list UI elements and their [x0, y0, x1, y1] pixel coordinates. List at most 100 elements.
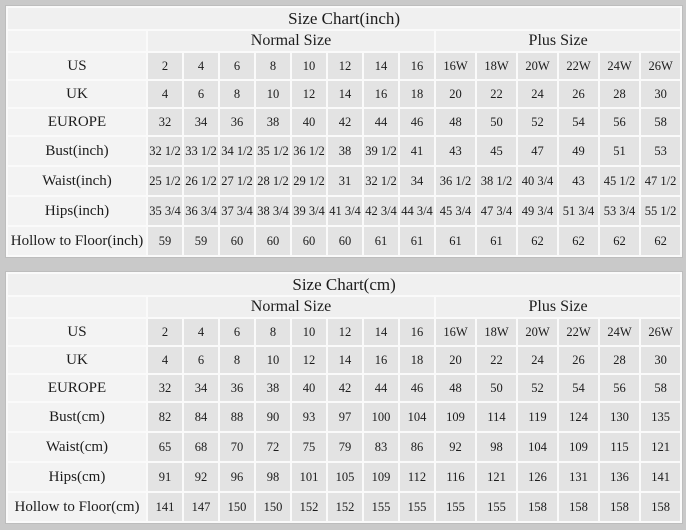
size-cell: 50 [477, 375, 516, 401]
corner-cell [8, 297, 146, 317]
size-cell: 20 [436, 347, 475, 373]
size-cell: 25 1/2 [148, 167, 182, 195]
size-cell: 61 [364, 227, 398, 255]
row-label: US [8, 53, 146, 79]
size-cell: 16 [364, 81, 398, 107]
size-cell: 14 [328, 81, 362, 107]
size-cell: 152 [328, 493, 362, 521]
row-label: Hips(inch) [8, 197, 146, 225]
size-cell: 8 [256, 319, 290, 345]
size-cell: 34 [184, 109, 218, 135]
size-cell: 150 [256, 493, 290, 521]
table-row: Waist(inch) 25 1/2 26 1/2 27 1/2 28 1/2 29 1/… [8, 167, 681, 195]
size-cell: 10 [292, 319, 326, 345]
size-cell: 116 [436, 463, 475, 491]
size-cell: 16W [436, 53, 475, 79]
size-cell: 105 [328, 463, 362, 491]
size-cell: 104 [518, 433, 557, 461]
size-cell: 4 [184, 53, 218, 79]
size-cell: 52 [518, 109, 557, 135]
row-label: Waist(cm) [8, 433, 146, 461]
size-cell: 135 [641, 403, 681, 431]
size-cell: 42 [328, 375, 362, 401]
size-chart-cm-section: Size Chart(cm) Normal Size Plus Size US 2 4 6 8… [5, 271, 684, 524]
size-cell: 14 [364, 53, 398, 79]
size-cell: 18 [400, 347, 434, 373]
size-cell: 18W [477, 319, 516, 345]
size-cell: 41 3/4 [328, 197, 362, 225]
size-cell: 44 [364, 375, 398, 401]
size-cell: 6 [220, 319, 254, 345]
size-cell: 32 [148, 109, 182, 135]
size-cell: 55 1/2 [641, 197, 681, 225]
size-cell: 34 [184, 375, 218, 401]
column-group-header: Plus Size [436, 297, 681, 317]
size-cell: 49 [559, 137, 598, 165]
size-cell: 40 3/4 [518, 167, 557, 195]
size-cell: 2 [148, 319, 182, 345]
size-cell: 2 [148, 53, 182, 79]
size-cell: 61 [436, 227, 475, 255]
size-cell: 6 [220, 53, 254, 79]
size-cell: 84 [184, 403, 218, 431]
size-cell: 79 [328, 433, 362, 461]
size-cell: 121 [641, 433, 681, 461]
size-cell: 12 [292, 347, 326, 373]
row-label: Bust(inch) [8, 137, 146, 165]
size-cell: 91 [148, 463, 182, 491]
size-cell: 8 [220, 81, 254, 107]
size-cell: 29 1/2 [292, 167, 326, 195]
size-cell: 121 [477, 463, 516, 491]
size-cell: 62 [518, 227, 557, 255]
size-cell: 36 [220, 375, 254, 401]
size-cell: 52 [518, 375, 557, 401]
size-cell: 104 [400, 403, 434, 431]
size-cell: 61 [477, 227, 516, 255]
size-cell: 30 [641, 81, 681, 107]
size-cell: 6 [184, 81, 218, 107]
size-cell: 58 [641, 375, 681, 401]
size-cell: 28 [600, 81, 639, 107]
size-cell: 72 [256, 433, 290, 461]
size-cell: 54 [559, 375, 598, 401]
size-cell: 35 3/4 [148, 197, 182, 225]
table-title: Size Chart(cm) [8, 274, 681, 295]
size-cell: 98 [256, 463, 290, 491]
size-cell: 83 [364, 433, 398, 461]
size-cell: 42 [328, 109, 362, 135]
size-cell: 45 3/4 [436, 197, 475, 225]
row-label: EUROPE [8, 375, 146, 401]
size-cell: 38 [328, 137, 362, 165]
size-cell: 4 [148, 347, 182, 373]
size-cell: 45 1/2 [600, 167, 639, 195]
size-cell: 155 [436, 493, 475, 521]
size-cell: 65 [148, 433, 182, 461]
size-cell: 16W [436, 319, 475, 345]
size-cell: 62 [559, 227, 598, 255]
table-row: Hollow to Floor(cm) 141 147 150 150 152 152 155… [8, 493, 681, 521]
size-cell: 158 [641, 493, 681, 521]
size-cell: 114 [477, 403, 516, 431]
size-cell: 59 [184, 227, 218, 255]
size-cell: 43 [436, 137, 475, 165]
size-cell: 152 [292, 493, 326, 521]
size-cell: 150 [220, 493, 254, 521]
size-cell: 141 [641, 463, 681, 491]
size-cell: 20W [518, 319, 557, 345]
size-table: Size Chart(inch) Normal Size Plus Size US 2 4… [5, 5, 684, 258]
size-cell: 16 [400, 319, 434, 345]
size-cell: 38 [256, 375, 290, 401]
size-cell: 12 [328, 319, 362, 345]
size-cell: 26 [559, 81, 598, 107]
size-cell: 119 [518, 403, 557, 431]
size-cell: 36 3/4 [184, 197, 218, 225]
size-cell: 60 [256, 227, 290, 255]
size-cell: 41 [400, 137, 434, 165]
size-cell: 86 [400, 433, 434, 461]
size-cell: 12 [328, 53, 362, 79]
size-cell: 22 [477, 347, 516, 373]
table-row: US 2 4 6 8 10 12 14 16 16W 18W 20W 22W 24W 26W [8, 53, 681, 79]
row-label: Hips(cm) [8, 463, 146, 491]
size-cell: 131 [559, 463, 598, 491]
size-cell: 88 [220, 403, 254, 431]
